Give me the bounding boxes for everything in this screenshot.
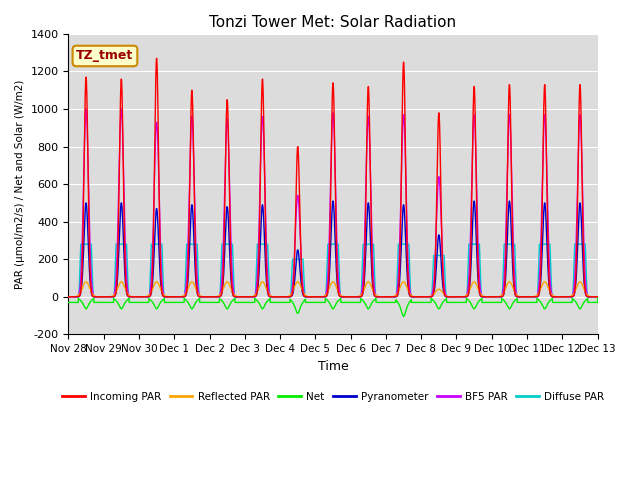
X-axis label: Time: Time	[317, 360, 348, 372]
Title: Tonzi Tower Met: Solar Radiation: Tonzi Tower Met: Solar Radiation	[209, 15, 456, 30]
Legend: Incoming PAR, Reflected PAR, Net, Pyranometer, BF5 PAR, Diffuse PAR: Incoming PAR, Reflected PAR, Net, Pyrano…	[58, 387, 609, 406]
Text: TZ_tmet: TZ_tmet	[76, 49, 134, 62]
Y-axis label: PAR (μmol/m2/s) / Net and Solar (W/m2): PAR (μmol/m2/s) / Net and Solar (W/m2)	[15, 80, 25, 289]
